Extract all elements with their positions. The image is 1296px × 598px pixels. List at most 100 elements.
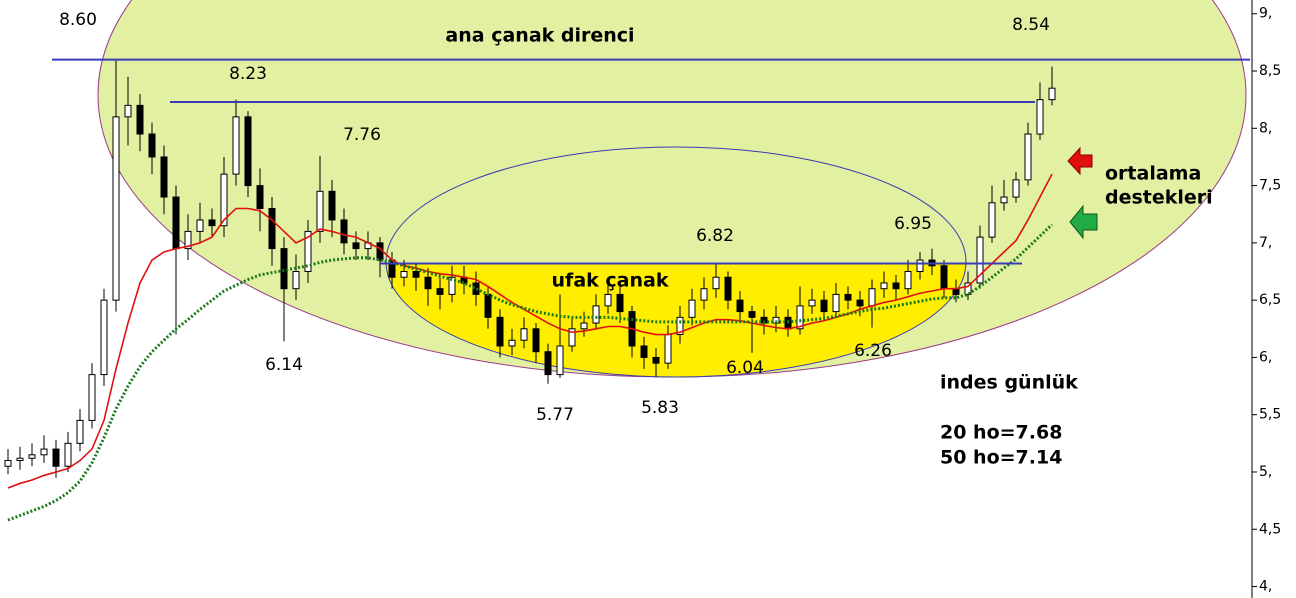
candle-body	[16, 457, 24, 462]
y-tick-label: 4,5	[1259, 521, 1281, 537]
candle-body	[748, 311, 756, 318]
candle-body	[1024, 133, 1032, 181]
candle-body	[904, 271, 912, 290]
y-tick-label: 8,5	[1259, 63, 1281, 79]
candle-body	[532, 328, 540, 353]
level-label: 8.60	[59, 10, 97, 30]
candle-body	[412, 271, 420, 278]
candle-body	[736, 299, 744, 313]
candle-body	[916, 259, 924, 273]
candle-body	[580, 322, 588, 330]
price-label: 6.04	[726, 358, 764, 378]
candle-body	[1012, 179, 1020, 198]
plot	[4, 59, 1056, 478]
candle-body	[304, 230, 312, 273]
candle-body	[892, 282, 900, 290]
y-tick-label: 7,	[1259, 235, 1272, 251]
candle-body	[112, 116, 120, 301]
level-label: 8.23	[229, 64, 267, 84]
candle-body	[712, 276, 720, 290]
price-label: 8.54	[1012, 15, 1050, 35]
candle-body	[568, 328, 576, 347]
candle-body	[820, 299, 828, 313]
annotation: indes günlük	[940, 372, 1078, 394]
candle-body	[232, 116, 240, 175]
price-label: 5.83	[641, 398, 679, 418]
moving-average	[7, 223, 1054, 522]
annotation: ufak çanak	[552, 270, 669, 292]
candle-body	[1048, 87, 1056, 101]
candle-body	[808, 299, 816, 307]
candle-body	[832, 293, 840, 313]
candle-body	[424, 276, 432, 290]
price-label: 6.95	[894, 214, 932, 234]
candle-body	[556, 345, 564, 376]
level-label: 6.82	[696, 226, 734, 246]
candle-body	[544, 351, 552, 376]
price-label: 7.76	[343, 125, 381, 145]
candle-body	[988, 202, 996, 238]
candle-body	[220, 173, 228, 227]
annotation: destekleri	[1105, 187, 1213, 209]
candle-body	[508, 339, 516, 347]
price-label: 6.14	[265, 355, 303, 375]
candle-body	[976, 236, 984, 284]
candle-body	[1000, 196, 1008, 204]
candle-body	[436, 288, 444, 295]
y-tick-label: 5,	[1259, 464, 1272, 480]
candle-body	[124, 104, 132, 118]
y-tick-label: 8,	[1259, 120, 1272, 136]
candle-body	[856, 299, 864, 307]
candle-body	[952, 288, 960, 295]
y-tick-label: 6,5	[1259, 292, 1281, 308]
candle-body	[484, 293, 492, 318]
candle-body	[196, 219, 204, 232]
candle-body	[160, 156, 168, 198]
candle-body	[496, 316, 504, 347]
y-tick-label: 9,	[1259, 6, 1272, 22]
candle-body	[28, 454, 36, 459]
candle-body	[4, 460, 12, 467]
y-tick-label: 7,5	[1259, 178, 1281, 194]
candle-body	[448, 276, 456, 295]
candle-body	[616, 293, 624, 313]
green-arrow	[1069, 204, 1098, 240]
candle-body	[256, 185, 264, 209]
candle-body	[100, 299, 108, 376]
annotation: ana çanak direnci	[445, 25, 634, 47]
candle-body	[796, 305, 804, 330]
candle-body	[208, 219, 216, 227]
candle-body	[664, 334, 672, 364]
candle-body	[328, 190, 336, 221]
candle-body	[76, 419, 84, 444]
candle-body	[604, 293, 612, 307]
candle-body	[52, 448, 60, 467]
candle-body	[700, 288, 708, 301]
y-tick-label: 4,	[1259, 579, 1272, 595]
y-tick-label: 5,5	[1259, 407, 1281, 423]
y-tick-label: 6,	[1259, 349, 1272, 365]
moving-average	[7, 173, 1053, 489]
candle-body	[940, 265, 948, 290]
price-label: 5.77	[536, 405, 574, 425]
candle-body	[352, 242, 360, 250]
candle-body	[244, 116, 252, 187]
candle-body	[868, 288, 876, 307]
candle-body	[292, 271, 300, 290]
candle-body	[844, 293, 852, 301]
candle-body	[880, 282, 888, 290]
annotation: 20 ho=7.68	[940, 422, 1062, 444]
annotation: ortalama	[1105, 163, 1201, 185]
candle-body	[400, 271, 408, 278]
candle-body	[268, 207, 276, 250]
candle-body	[724, 276, 732, 301]
candle-body	[688, 299, 696, 318]
candle-body	[676, 316, 684, 336]
candle-body	[520, 328, 528, 341]
candle-body	[316, 190, 324, 232]
small-bowl-fill	[386, 263, 966, 377]
candle-body	[340, 219, 348, 244]
candle-body	[652, 356, 660, 364]
